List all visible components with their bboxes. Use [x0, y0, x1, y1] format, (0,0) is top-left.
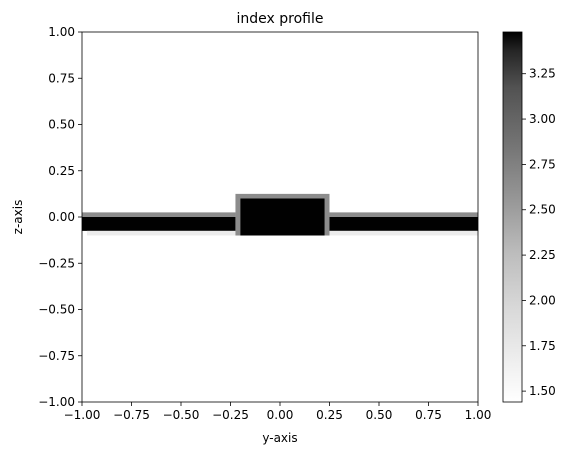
y-tick-label: −1.00	[38, 395, 75, 409]
colorbar-tick-label: 3.00	[529, 112, 556, 126]
region-slab-bottom-edge-right	[324, 230, 478, 236]
colorbar-tick-label: 2.50	[529, 203, 556, 217]
region-slab-core-right	[324, 217, 478, 231]
region-slab-bottom-edge-left	[86, 230, 236, 236]
region-ridge-core	[240, 198, 325, 236]
x-axis-ticks: −1.00 −0.75 −0.50 −0.25 0.00 0.25 0.50 0.75 1.00	[64, 402, 492, 422]
region-slab-top-edge-left	[82, 212, 236, 217]
colorbar-tick-label: 2.75	[529, 157, 556, 171]
x-tick-label: 0.75	[415, 408, 442, 422]
colorbar: 1.50 1.75 2.00 2.25 2.50 2.75 3.00 3.25	[502, 31, 556, 403]
y-tick-label: 0.00	[48, 210, 75, 224]
region-slab-top-edge-right	[324, 212, 478, 217]
x-tick-label: −0.50	[163, 408, 200, 422]
colorbar-tick-label: 1.75	[529, 339, 556, 353]
chart-title: index profile	[237, 11, 324, 27]
plot-area	[81, 31, 479, 403]
y-tick-label: −0.50	[38, 303, 75, 317]
x-tick-label: −0.75	[113, 408, 150, 422]
x-tick-label: 0.50	[366, 408, 393, 422]
y-tick-label: 0.50	[48, 118, 75, 132]
y-tick-label: 0.25	[48, 164, 75, 178]
colorbar-tick-label: 2.25	[529, 248, 556, 262]
x-axis-label: y-axis	[262, 431, 297, 445]
colorbar-tick-label: 2.00	[529, 293, 556, 307]
colorbar-ticks: 1.50 1.75 2.00 2.25 2.50 2.75 3.00 3.25	[522, 67, 556, 398]
region-slab-core-left	[82, 217, 236, 231]
colorbar-tick-label: 1.50	[529, 384, 556, 398]
colorbar-gradient	[502, 31, 523, 403]
colorbar-tick-label: 3.25	[529, 67, 556, 81]
x-tick-label: −1.00	[64, 408, 101, 422]
x-tick-label: −0.25	[212, 408, 249, 422]
index-regions	[82, 193, 478, 236]
y-axis-label: z-axis	[11, 200, 25, 235]
y-tick-label: −0.75	[38, 349, 75, 363]
x-tick-label: 1.00	[465, 408, 492, 422]
y-axis-ticks: −1.00 −0.75 −0.50 −0.25 0.00 0.25 0.50 0.75 1.00	[38, 25, 82, 409]
x-tick-label: 0.25	[316, 408, 343, 422]
y-tick-label: −0.25	[38, 256, 75, 270]
x-tick-label: 0.00	[267, 408, 294, 422]
y-tick-label: 1.00	[48, 25, 75, 39]
y-tick-label: 0.75	[48, 71, 75, 85]
